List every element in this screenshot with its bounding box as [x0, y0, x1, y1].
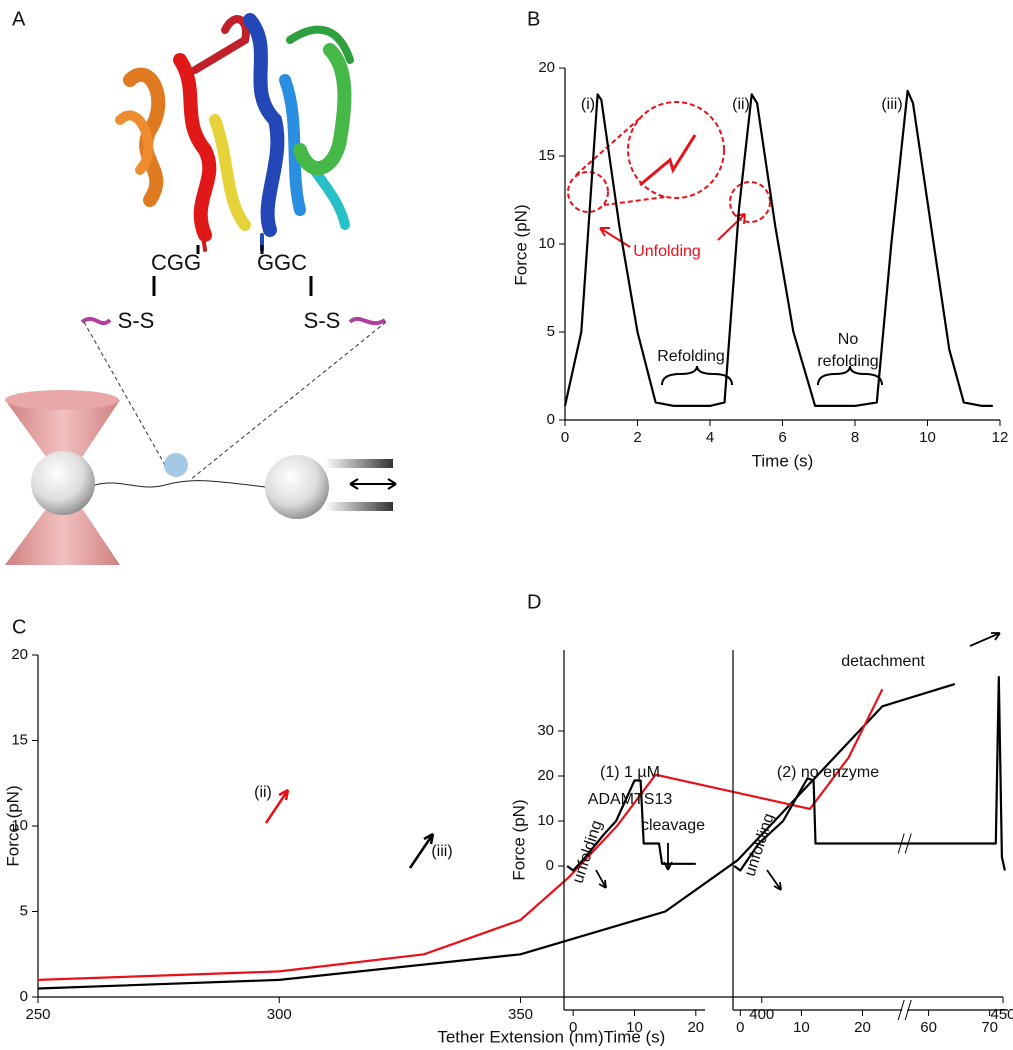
chart: 0 10 20 60 70 (2) no enzyme detachment unfoldin…: [732, 650, 1008, 1036]
y-tick-label: 0: [20, 988, 28, 1005]
annotation: (ii): [732, 96, 750, 113]
y-tick-label: 10: [538, 235, 555, 252]
y-axis-label: Force (pN): [3, 785, 22, 866]
zoom-callout: [567, 101, 771, 248]
protein-structure: [115, 13, 354, 252]
arrow: [264, 788, 435, 869]
y-tick-label: 30: [537, 722, 554, 739]
x-tick-label: 10: [626, 1019, 643, 1036]
y-tick-label: 20: [538, 59, 555, 76]
annotation: (iii): [881, 96, 902, 113]
brace: [661, 365, 883, 386]
y-tick-label: 0: [547, 411, 555, 428]
x-axis-label: Time (s): [604, 1027, 666, 1046]
annotation: (iii): [431, 843, 452, 860]
axis-break: [897, 999, 905, 1021]
annotation: cleavage: [641, 817, 705, 834]
annotation: Unfolding: [633, 243, 701, 260]
chart: 0 5 10 15 20 0 2 4 6 8 10 12 Force (pN) Time (s) (i) (i…: [511, 59, 1008, 471]
x-tick-label: 10: [793, 1019, 810, 1036]
annotation: (2) no enzyme: [777, 764, 879, 781]
x-tick-label: 70: [981, 1019, 998, 1036]
annotation: (1) 1 µM: [600, 764, 660, 781]
y-tick-label: 15: [538, 147, 555, 164]
panel-label: A: [12, 8, 26, 30]
x-tick-label: 20: [854, 1019, 871, 1036]
x-tick-label: 8: [851, 429, 859, 446]
annotation: (i): [581, 96, 595, 113]
bond-label: S-S: [304, 308, 341, 333]
annotation: detachment: [841, 653, 925, 670]
y-tick-label: 0: [546, 857, 554, 874]
x-tick-label: 10: [919, 429, 936, 446]
annotation: ADAMTS13: [588, 791, 673, 808]
annotation: refolding: [817, 353, 878, 370]
annotation: unfolding: [742, 811, 778, 878]
y-axis-label: Force (pN): [511, 204, 530, 285]
data-line: [566, 779, 696, 872]
axis-break: [897, 833, 905, 854]
panel-label: D: [527, 591, 541, 613]
data-line: [733, 675, 1006, 872]
y-tick-label: 15: [11, 731, 28, 748]
x-tick-label: 20: [687, 1019, 704, 1036]
bond-label: S-S: [118, 308, 155, 333]
y-tick-label: 5: [547, 323, 555, 340]
axis-break: [904, 833, 912, 854]
data-line: [37, 683, 956, 990]
x-tick-label: 2: [633, 429, 641, 446]
y-tick-label: 20: [537, 767, 554, 784]
optical-trap: [5, 321, 397, 565]
data-line: [37, 688, 884, 981]
y-tick-label: 10: [11, 817, 28, 834]
x-tick-label: 300: [267, 1006, 292, 1023]
x-tick-label: 250: [25, 1006, 50, 1023]
x-tick-label: 60: [920, 1019, 937, 1036]
panel-label: B: [527, 8, 540, 30]
y-axis-label: Force (pN): [509, 799, 528, 880]
annotation: unfolding: [570, 818, 606, 885]
x-tick-label: 12: [992, 429, 1009, 446]
arrow: [595, 632, 1001, 891]
data-line: [563, 89, 993, 407]
linker-label: CGG: [151, 250, 201, 275]
y-tick-label: 10: [537, 812, 554, 829]
x-tick-label: 350: [508, 1006, 533, 1023]
annotation: No: [838, 331, 859, 348]
x-tick-label: 0: [736, 1019, 744, 1036]
axis-break: [904, 999, 912, 1021]
annotation: Refolding: [657, 348, 725, 365]
x-tick-label: 0: [561, 429, 569, 446]
y-tick-label: 20: [11, 646, 28, 663]
linker-sketch: [80, 245, 387, 326]
x-tick-label: 4: [706, 429, 714, 446]
linker-label: GGC: [257, 250, 307, 275]
annotation: (ii): [254, 784, 272, 801]
x-axis-label: Time (s): [752, 451, 814, 470]
x-tick-label: 400: [749, 1006, 774, 1023]
x-tick-label: 6: [778, 429, 786, 446]
panel-label: C: [12, 616, 26, 638]
x-axis-label: Tether Extension (nm): [437, 1027, 603, 1046]
chart: 0 10 20 30 0 10 20 Force (pN) Time (s) (1) 1 µM AD…: [509, 650, 705, 1046]
x-tick-label: 0: [569, 1019, 577, 1036]
y-tick-label: 5: [20, 902, 28, 919]
